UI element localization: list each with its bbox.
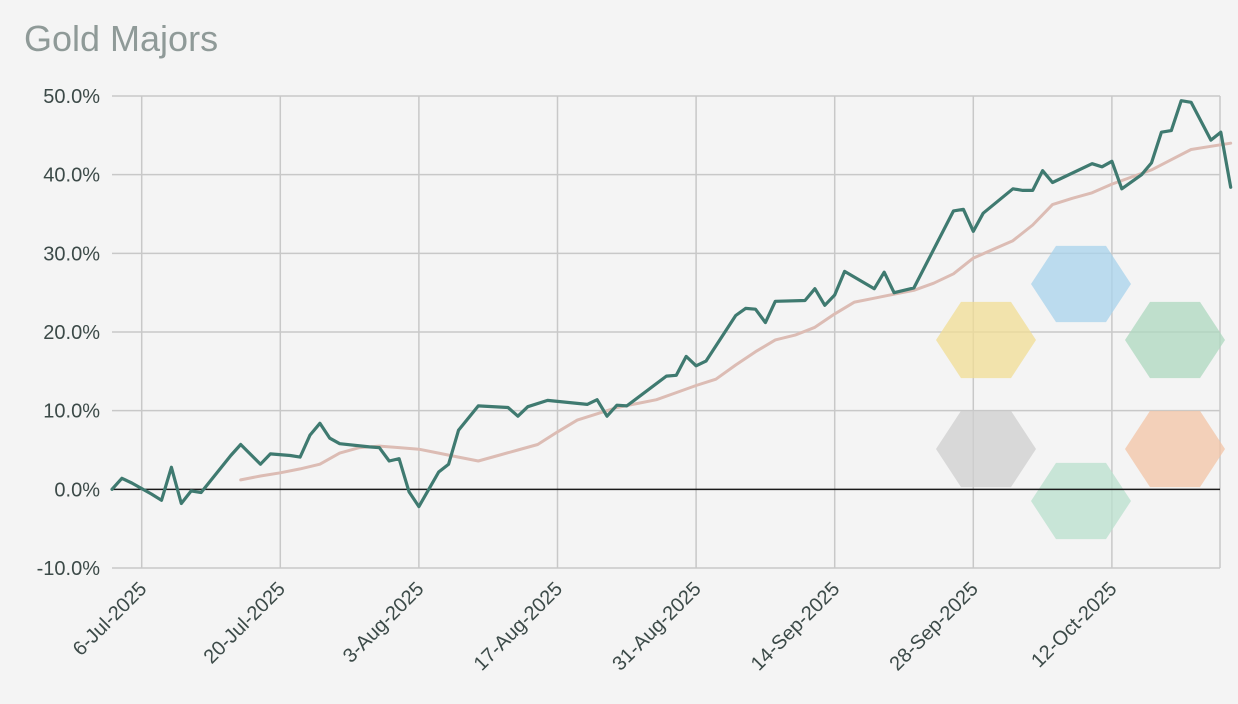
watermark-hexagon (1031, 462, 1131, 540)
y-tick-label: 20.0% (43, 322, 100, 344)
x-tick-label: 6-Jul-2025 (69, 578, 151, 660)
series-layer (110, 99, 1233, 509)
x-tick-label: 31-Aug-2025 (608, 578, 705, 675)
series-line-average (239, 141, 1233, 482)
x-tick-label: 17-Aug-2025 (470, 578, 567, 675)
watermark-hexagon (936, 410, 1036, 488)
y-tick-label: -10.0% (37, 558, 101, 580)
x-axis: 6-Jul-2025 20-Jul-2025 3-Aug-2025 17-Aug-20… (69, 578, 1122, 675)
x-tick-label: 12-Oct-2025 (1027, 578, 1121, 672)
watermark-hexagon (1125, 301, 1225, 379)
x-tick-label: 20-Jul-2025 (200, 578, 290, 668)
series-line-price (110, 99, 1233, 509)
y-tick-label: 10.0% (43, 401, 100, 423)
y-tick-label: 50.0% (43, 86, 100, 108)
x-tick-label: 28-Sep-2025 (885, 578, 982, 675)
y-tick-label: 40.0% (43, 165, 100, 187)
y-axis: 50.0% 40.0% 30.0% 20.0% 10.0% 0.0% -10.0% (37, 86, 101, 580)
watermark-hexagon (936, 301, 1036, 379)
y-tick-label: 30.0% (43, 243, 100, 265)
x-tick-label: 14-Sep-2025 (747, 578, 844, 675)
x-tick-label: 3-Aug-2025 (339, 578, 428, 667)
watermark-hexagon (1031, 245, 1131, 323)
chart-title: Gold Majors (24, 18, 219, 59)
watermark-logo (936, 245, 1225, 540)
watermark-hexagon (1125, 410, 1225, 488)
y-tick-label: 0.0% (54, 479, 100, 501)
